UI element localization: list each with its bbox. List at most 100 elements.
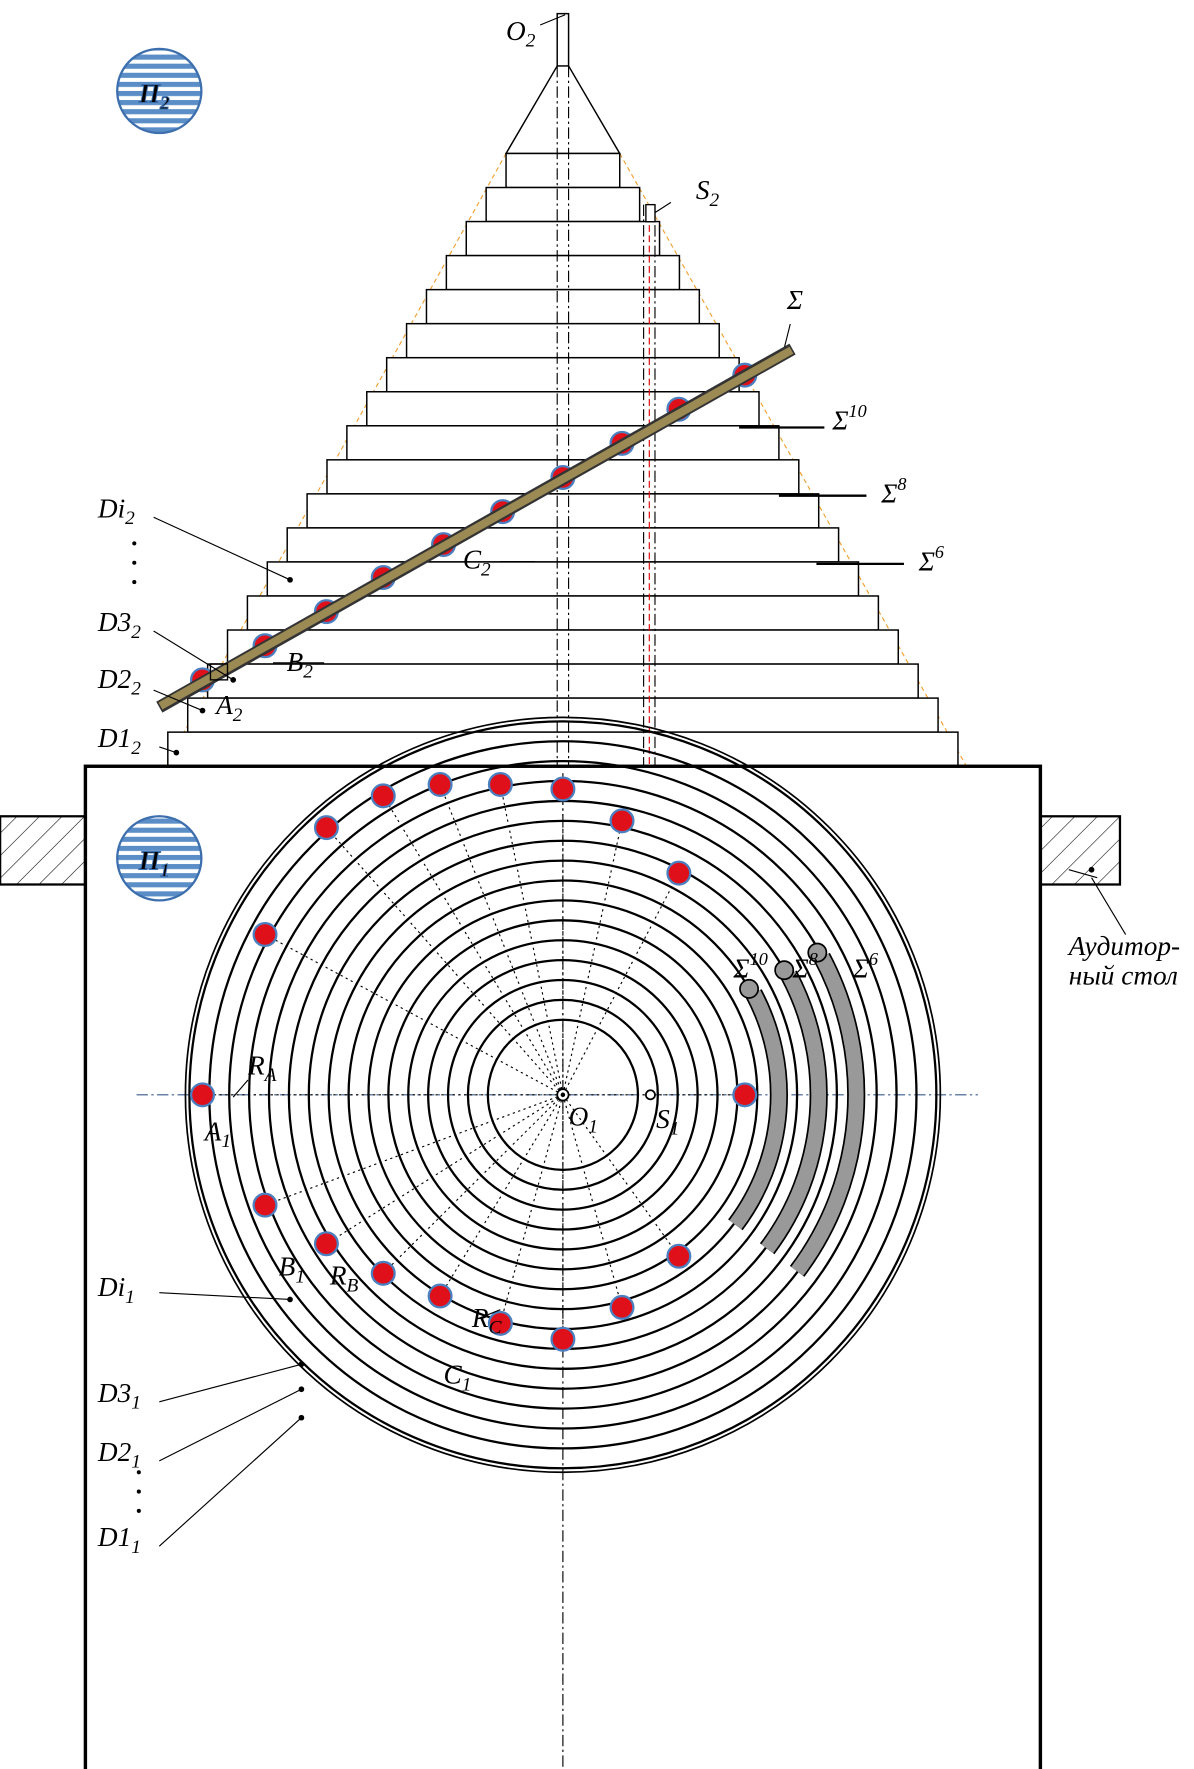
label-sub: 1: [295, 1266, 305, 1287]
contact: [372, 784, 395, 807]
contact: [254, 1194, 277, 1217]
line: [655, 202, 671, 212]
step: [466, 222, 659, 256]
label-base: ный стол: [1069, 961, 1178, 991]
dot: [1089, 867, 1095, 873]
label-base: C: [463, 544, 482, 574]
contact: [191, 1083, 214, 1106]
label-base: Аудитор-: [1067, 931, 1180, 961]
label-sub: 1: [131, 1452, 141, 1473]
label: ный стол: [1069, 961, 1178, 991]
contact: [372, 1262, 395, 1285]
step: [188, 698, 938, 732]
label-base: R: [471, 1303, 489, 1333]
label: Аудитор-: [1067, 931, 1180, 961]
label-sub: 2: [131, 622, 141, 643]
label-base: Σ: [732, 954, 749, 984]
dot: [174, 750, 180, 756]
label-sub: 1: [131, 1393, 141, 1414]
label-sub: A: [263, 1065, 277, 1086]
dot: [299, 1386, 305, 1392]
ellipsis-dot: [137, 1509, 141, 1513]
label-sup: 10: [750, 949, 768, 969]
label-base: R: [329, 1261, 347, 1291]
label-sub: 1: [131, 1537, 141, 1558]
label-base: D3: [97, 607, 131, 637]
label-base: Σ: [831, 406, 848, 436]
label-sub: 1: [125, 1287, 135, 1308]
table: [1040, 816, 1120, 884]
contact: [667, 862, 690, 885]
label-sub: 1: [160, 861, 170, 882]
label-base: B: [287, 647, 304, 677]
label-sub: 2: [131, 679, 141, 700]
step: [208, 664, 919, 698]
label-sub: 1: [221, 1131, 231, 1152]
contact: [611, 1296, 634, 1319]
step: [446, 256, 679, 290]
label: D32: [97, 607, 141, 643]
label: Σ8: [880, 474, 906, 509]
label: Σ: [786, 285, 803, 315]
step: [228, 630, 899, 664]
label-base: Di: [97, 493, 125, 523]
line: [154, 517, 290, 580]
label: D22: [97, 664, 141, 700]
label-sub: 1: [462, 1374, 472, 1395]
contact: [552, 1328, 575, 1351]
label-sub: 1: [670, 1119, 680, 1140]
label-sub: 2: [233, 705, 243, 726]
label: Σ10: [831, 401, 866, 436]
label-base: C: [444, 1360, 463, 1390]
label-sub: 2: [526, 31, 536, 52]
table: [0, 816, 85, 884]
label-sup: 6: [935, 542, 944, 562]
label-base: R: [247, 1050, 265, 1080]
label-base: D1: [97, 1522, 131, 1552]
label-base: Σ: [918, 547, 935, 577]
line: [1092, 878, 1126, 935]
label-sup: 8: [897, 474, 906, 494]
step: [307, 494, 819, 528]
step: [506, 153, 620, 187]
drawing: П2П1O2S2ΣΣ10Σ8Σ6Di2D32D22D12A2B2C2Аудито…: [0, 14, 1180, 1769]
contact: [429, 773, 452, 796]
label-base: D2: [97, 664, 132, 694]
contact: [315, 816, 338, 839]
ellipsis-dot: [132, 561, 136, 565]
label-base: A: [203, 1116, 222, 1146]
contact: [315, 1232, 338, 1255]
label-base: П: [138, 846, 161, 876]
point: [646, 1090, 655, 1099]
label: Σ6: [918, 542, 944, 577]
label-base: Σ: [786, 285, 803, 315]
label-sub: B: [346, 1276, 358, 1297]
dot: [287, 1297, 293, 1303]
dot: [299, 1361, 305, 1367]
ellipsis-dot: [137, 1490, 141, 1494]
label-base: D2: [97, 1437, 132, 1467]
line: [785, 324, 791, 347]
step: [287, 528, 838, 562]
step: [486, 188, 639, 222]
label-sub: 2: [481, 559, 491, 580]
point: [646, 205, 655, 222]
label-base: D1: [97, 723, 131, 753]
label: S2: [696, 175, 720, 211]
label-base: D3: [97, 1378, 131, 1408]
dot: [287, 577, 293, 583]
dot: [230, 677, 236, 683]
sector-head: [775, 961, 793, 979]
label-sub: 1: [588, 1116, 598, 1137]
contact: [667, 1245, 690, 1268]
label: O2: [506, 16, 536, 52]
tip: [557, 14, 568, 66]
label-base: S: [656, 1104, 670, 1134]
label-base: O: [569, 1102, 589, 1132]
dot: [299, 1415, 305, 1421]
step: [387, 358, 739, 392]
contact: [611, 809, 634, 832]
label-base: Σ: [852, 954, 869, 984]
center: [561, 1093, 566, 1098]
label-sub: 2: [303, 662, 313, 683]
